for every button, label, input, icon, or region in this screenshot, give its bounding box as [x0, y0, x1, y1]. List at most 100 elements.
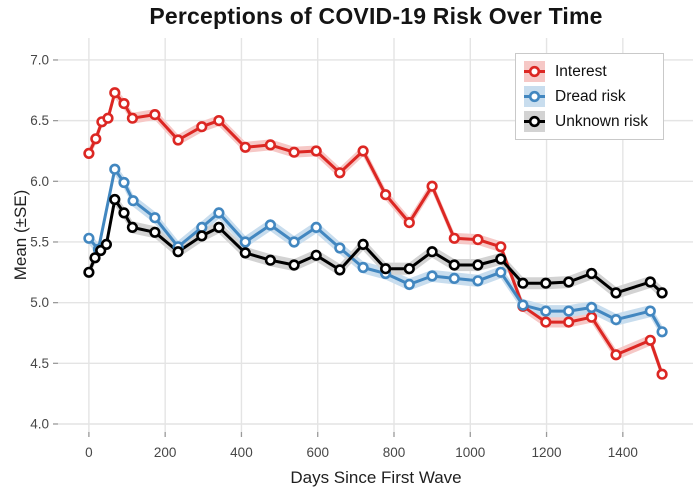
- data-point-dread-risk: [109, 163, 121, 175]
- data-point-interest: [310, 145, 322, 157]
- data-point-dread-risk: [403, 278, 415, 291]
- legend-key-icon-unknown-risk: [524, 111, 545, 132]
- data-point-interest: [109, 87, 121, 99]
- data-point-unknown-risk: [517, 277, 529, 289]
- data-point-interest: [288, 146, 300, 158]
- data-point-interest: [264, 139, 277, 151]
- x-tick-label: 1400: [608, 445, 638, 460]
- data-point-unknown-risk: [448, 259, 460, 271]
- data-point-interest: [563, 316, 575, 328]
- data-point-unknown-risk: [585, 267, 598, 280]
- data-point-interest: [334, 167, 346, 179]
- legend: Interest Dread risk Unknown risk: [515, 53, 664, 140]
- data-point-dread-risk: [127, 195, 139, 207]
- data-point-interest: [239, 141, 251, 153]
- data-point-interest: [196, 121, 208, 133]
- data-point-dread-risk: [213, 207, 225, 219]
- y-tick-label: 6.5: [30, 113, 49, 128]
- data-point-interest: [213, 114, 225, 127]
- data-point-unknown-risk: [149, 226, 161, 238]
- data-point-unknown-risk: [172, 246, 184, 258]
- x-axis-title: Days Since First Wave: [290, 468, 462, 487]
- x-tick-label: 200: [154, 445, 177, 460]
- data-point-interest: [126, 112, 138, 124]
- data-point-unknown-risk: [239, 247, 251, 259]
- data-point-interest: [102, 112, 114, 124]
- data-point-interest: [118, 97, 130, 110]
- data-point-unknown-risk: [264, 254, 277, 266]
- data-point-dread-risk: [644, 305, 656, 317]
- data-point-unknown-risk: [540, 277, 552, 289]
- data-point-interest: [656, 368, 668, 380]
- data-point-interest: [585, 311, 598, 323]
- data-point-dread-risk: [540, 305, 552, 317]
- data-point-unknown-risk: [495, 253, 507, 265]
- data-point-interest: [380, 189, 392, 201]
- data-point-interest: [426, 180, 438, 192]
- legend-label: Unknown risk: [555, 112, 649, 130]
- data-point-unknown-risk: [83, 266, 95, 278]
- legend-item-interest: Interest: [524, 59, 659, 84]
- y-tick-label: 6.0: [30, 174, 49, 189]
- data-point-unknown-risk: [563, 276, 575, 288]
- data-point-interest: [540, 316, 552, 328]
- data-point-dread-risk: [610, 314, 622, 326]
- data-point-unknown-risk: [357, 238, 369, 250]
- series-ribbon-unknown-risk: [88, 193, 663, 299]
- legend-item-unknown-risk: Unknown risk: [524, 109, 659, 134]
- x-tick-label: 1200: [532, 445, 562, 460]
- data-point-unknown-risk: [89, 252, 101, 264]
- x-tick-label: 400: [230, 445, 253, 460]
- data-point-interest: [472, 234, 484, 246]
- data-point-unknown-risk: [334, 264, 346, 276]
- data-point-dread-risk: [118, 176, 130, 189]
- x-tick-label: 1000: [455, 445, 485, 460]
- data-point-dread-risk: [334, 242, 346, 254]
- data-point-dread-risk: [448, 272, 460, 285]
- data-point-unknown-risk: [472, 259, 484, 271]
- legend-key-icon-dread-risk: [524, 86, 545, 107]
- data-point-dread-risk: [656, 326, 668, 338]
- data-point-unknown-risk: [213, 221, 225, 233]
- data-point-unknown-risk: [403, 263, 415, 275]
- legend-item-dread-risk: Dread risk: [524, 84, 659, 109]
- legend-label: Interest: [555, 62, 607, 80]
- data-point-dread-risk: [288, 236, 300, 248]
- data-point-dread-risk: [239, 236, 251, 248]
- data-point-unknown-risk: [310, 249, 322, 261]
- data-point-unknown-risk: [380, 263, 392, 275]
- data-point-interest: [357, 145, 369, 157]
- data-point-unknown-risk: [118, 207, 130, 219]
- data-point-interest: [448, 232, 460, 244]
- data-point-unknown-risk: [126, 221, 138, 233]
- data-point-unknown-risk: [196, 230, 208, 242]
- data-point-interest: [610, 349, 622, 361]
- y-tick-label: 7.0: [30, 52, 49, 67]
- data-point-interest: [83, 147, 95, 159]
- data-point-dread-risk: [149, 212, 161, 224]
- data-point-dread-risk: [585, 301, 598, 314]
- x-tick-label: 0: [85, 445, 93, 460]
- data-point-unknown-risk: [100, 238, 112, 250]
- x-tick-label: 600: [306, 445, 329, 460]
- y-tick-label: 4.5: [30, 356, 49, 371]
- data-point-dread-risk: [563, 305, 575, 317]
- data-point-interest: [172, 134, 184, 146]
- data-point-dread-risk: [83, 232, 95, 244]
- y-tick-label: 4.0: [30, 416, 49, 431]
- data-point-unknown-risk: [426, 246, 438, 258]
- data-point-dread-risk: [264, 219, 277, 231]
- legend-label: Dread risk: [555, 87, 626, 105]
- data-point-unknown-risk: [610, 287, 622, 299]
- data-point-dread-risk: [472, 275, 484, 287]
- data-point-dread-risk: [310, 221, 322, 233]
- chart-title: Perceptions of COVID-19 Risk Over Time: [149, 3, 603, 29]
- x-tick-label: 800: [383, 445, 406, 460]
- data-point-unknown-risk: [644, 276, 656, 288]
- y-tick-label: 5.5: [30, 234, 49, 249]
- y-tick-label: 5.0: [30, 295, 49, 310]
- legend-key-icon-interest: [524, 61, 545, 82]
- data-point-dread-risk: [517, 299, 529, 311]
